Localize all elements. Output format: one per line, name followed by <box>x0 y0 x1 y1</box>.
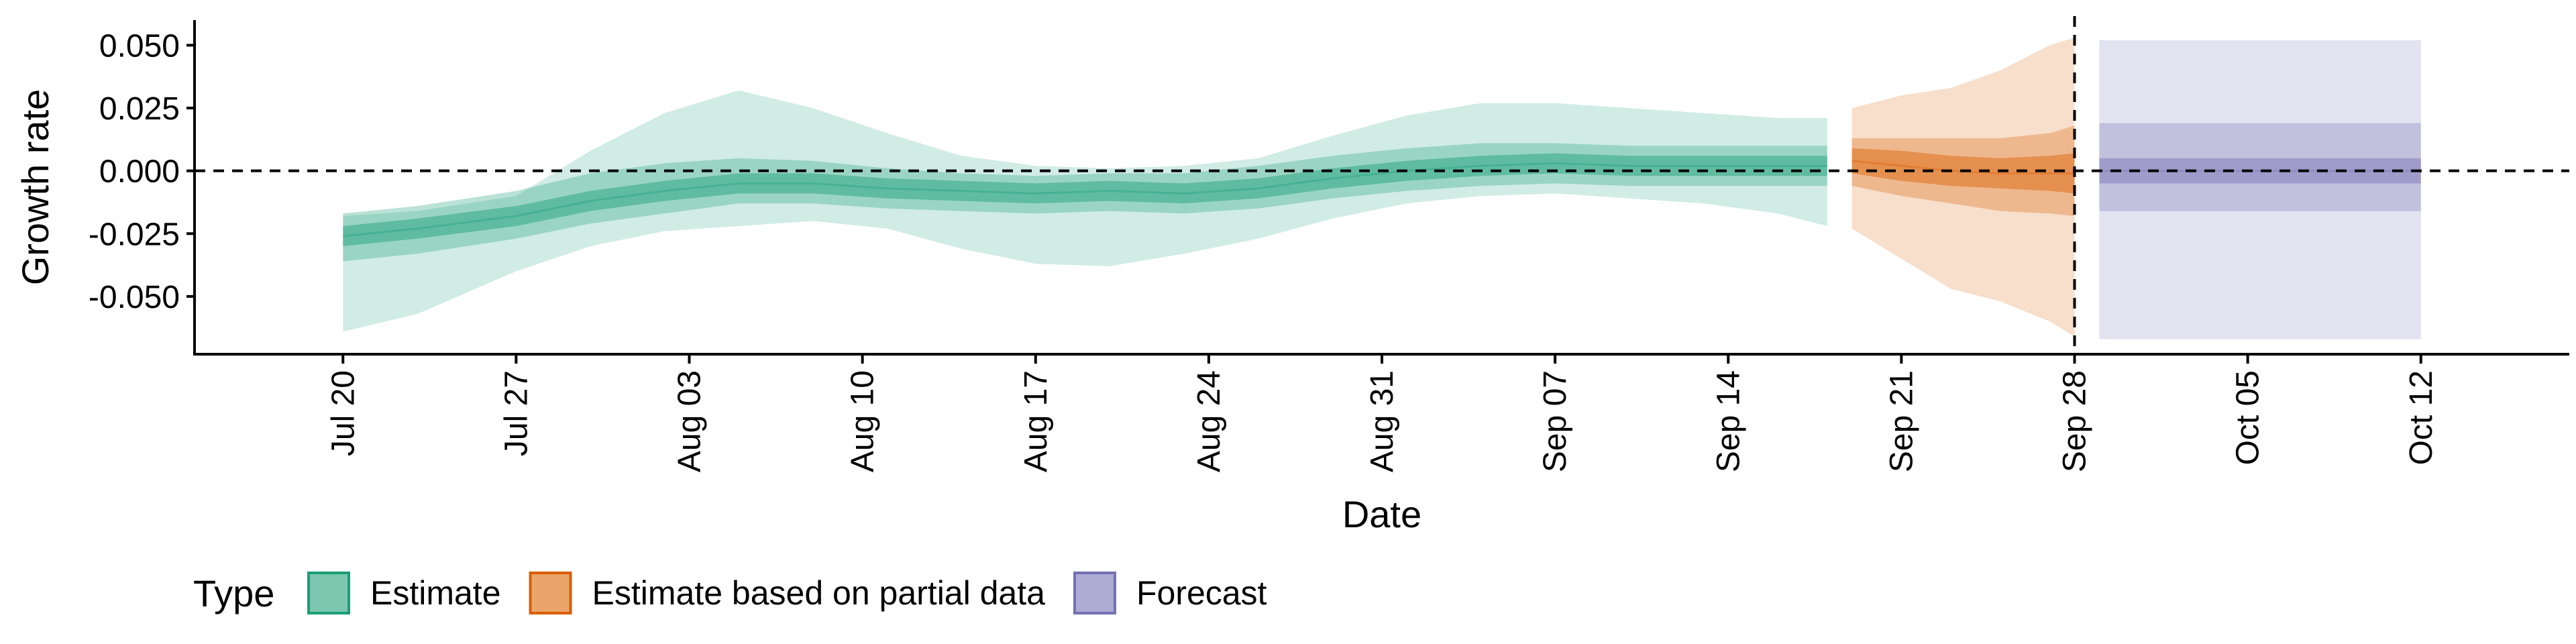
y-tick-label: -0.025 <box>89 217 180 252</box>
estimate-based-on-partial-data-outer-band <box>1851 38 2075 337</box>
legend-swatch-forecast <box>1073 572 1116 614</box>
x-tick-label: Sep 14 <box>1711 370 1746 472</box>
legend-label-estimate: Estimate <box>370 574 501 612</box>
x-tick-label: Jul 20 <box>325 370 361 456</box>
estimate-median-line <box>343 162 1827 237</box>
y-tick-label: 0.025 <box>99 91 180 127</box>
bands-layer <box>343 38 2421 339</box>
forecast-mid-band <box>2099 123 2421 211</box>
x-tick-label: Aug 03 <box>672 370 708 472</box>
forecast-outer-band <box>2099 40 2421 339</box>
x-tick-label: Aug 24 <box>1191 370 1227 472</box>
x-tick-label: Oct 05 <box>2231 370 2266 465</box>
legend-swatch-estimate <box>307 572 350 614</box>
x-tick-label: Aug 10 <box>845 370 881 472</box>
x-tick-label: Jul 27 <box>498 370 534 456</box>
legend: Type Estimate Estimate based on partial da… <box>193 572 1267 614</box>
forecast-inner-band <box>2099 158 2421 184</box>
y-tick-label: 0.000 <box>99 154 180 190</box>
estimate-outer-band <box>343 90 1827 332</box>
reference-lines <box>195 16 2569 354</box>
y-axis-title: Growth rate <box>14 89 56 286</box>
estimate-mid-band <box>343 143 1827 262</box>
x-tick-label: Aug 31 <box>1364 370 1400 472</box>
legend-label-estimate-based-on-partial-data: Estimate based on partial data <box>592 574 1046 612</box>
x-tick-label: Sep 21 <box>1884 370 1919 472</box>
legend-title: Type <box>193 572 274 614</box>
legend-swatch-estimate-based-on-partial-data <box>529 572 572 614</box>
x-tick-label: Sep 28 <box>2057 370 2093 472</box>
y-tick-label: -0.050 <box>89 280 180 315</box>
x-axis-title: Date <box>1342 493 1421 535</box>
legend-label-forecast: Forecast <box>1136 574 1267 612</box>
x-tick-label: Oct 12 <box>2404 370 2439 465</box>
x-tick-label: Sep 07 <box>1538 370 1573 472</box>
y-tick-label: 0.050 <box>99 28 180 64</box>
estimate-based-on-partial-data-median-line <box>1851 160 2075 174</box>
axes: 0.050 0.025 0.000 -0.025 -0.050 Jul 20 Jul 27 A… <box>14 20 2569 535</box>
estimate-inner-band <box>343 153 1827 246</box>
x-tick-label: Aug 17 <box>1018 370 1054 472</box>
